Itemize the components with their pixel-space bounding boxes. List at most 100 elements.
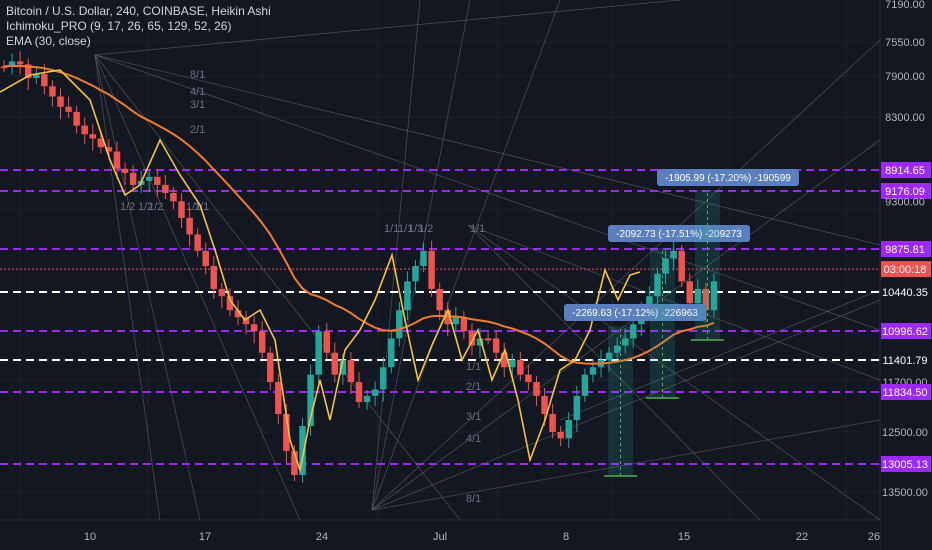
fan-label-8: 1/1	[398, 223, 413, 235]
price-tag-4: 03:00:18	[884, 264, 927, 276]
candle-33	[267, 352, 274, 383]
measurement-label-bg-2	[657, 169, 799, 186]
candle-12	[97, 138, 105, 148]
fan-label-2: 3/1	[190, 99, 205, 111]
fan-label-10: 1/1	[470, 223, 485, 235]
fan-label-5: 1/2	[120, 201, 135, 213]
candle-7	[57, 96, 64, 107]
candle-44	[355, 382, 363, 402]
candle-11	[89, 134, 97, 139]
price-tag-7: 11401.79	[882, 355, 927, 367]
candle-56	[452, 317, 460, 325]
candle-53	[428, 250, 435, 289]
y-tick-3: 8300.00	[885, 112, 925, 124]
price-tag-0: 8914.65	[885, 165, 925, 177]
candle-61	[492, 338, 500, 353]
fan-label-18: 1/1	[194, 201, 209, 213]
candle-6	[49, 86, 56, 97]
fan-label-12: 4/1	[466, 433, 481, 445]
candle-81	[654, 273, 661, 297]
y-tick-4: 12500.00	[882, 427, 928, 439]
measurement-0: -2269.63 (-17.12%) -226963	[564, 304, 706, 477]
candle-38	[307, 374, 314, 426]
candle-29	[234, 310, 242, 318]
candle-83	[670, 250, 677, 259]
candle-87	[702, 288, 710, 311]
fan-label-17: 1/3	[408, 223, 423, 235]
x-tick-1: 17	[199, 531, 211, 543]
candle-4	[33, 74, 40, 79]
candle-85	[686, 281, 693, 304]
fan-label-14: 2/1	[466, 381, 481, 393]
candle-77	[621, 338, 629, 346]
fan-label-6: 1/2	[148, 201, 163, 213]
candle-16	[129, 172, 137, 185]
fan-line-7	[371, 39, 881, 511]
candle-13	[105, 147, 113, 152]
fan-line-2	[94, 54, 301, 521]
candle-2	[16, 61, 24, 65]
candle-37	[299, 425, 306, 476]
price-tag-bg-10	[881, 456, 931, 472]
fan-line-12	[371, 0, 421, 511]
candle-0	[0, 66, 8, 69]
candle-76	[613, 345, 621, 353]
y-tick-5: 13500.00	[882, 487, 928, 499]
fan-line-16	[467, 224, 881, 381]
price-tag-bg-6	[881, 323, 931, 339]
candle-43	[347, 359, 355, 383]
measurement-2: -1905.99 (-17.20%) -190599	[657, 169, 799, 341]
fan-label-3: 2/1	[190, 124, 205, 136]
price-tag-5: 10440.35	[882, 287, 928, 299]
candle-25	[202, 250, 209, 267]
fan-label-9: 1/2	[418, 223, 433, 235]
candle-86	[694, 288, 702, 304]
candle-68	[549, 413, 556, 432]
candle-80	[646, 296, 653, 311]
candle-42	[339, 359, 347, 375]
candle-14	[113, 151, 121, 169]
candle-34	[275, 382, 282, 414]
price-tag-bg-4	[881, 261, 931, 278]
legend-ichimoku[interactable]: Ichimoku_PRO (9, 17, 26, 65, 129, 52, 26…	[6, 19, 232, 33]
fan-line-14	[467, 224, 881, 521]
fan-line-9	[371, 299, 881, 511]
price-tag-bg-1	[881, 183, 931, 199]
candle-35	[283, 413, 290, 452]
time-axis	[0, 520, 880, 550]
price-tag-bg-9	[881, 384, 931, 400]
candle-72	[581, 374, 589, 396]
candle-30	[242, 317, 250, 325]
fan-line-13	[94, 54, 881, 331]
x-tick-6: 22	[796, 531, 808, 543]
price-tag-2: 9300.00	[885, 196, 925, 208]
fan-label-1: 4/1	[190, 86, 205, 98]
measurement-1: -2092.73 (-17.51%) -209273	[608, 225, 750, 399]
candle-57	[460, 317, 468, 332]
candle-48	[388, 338, 395, 368]
measurement-label-bg-0	[564, 304, 706, 321]
candle-41	[331, 352, 339, 375]
x-tick-2: 24	[316, 531, 328, 543]
candle-71	[573, 395, 581, 420]
candle-88	[710, 281, 718, 311]
legend-symbol[interactable]: Bitcoin / U.S. Dollar, 240, COINBASE, He…	[6, 4, 271, 18]
fan-line-17	[559, 289, 881, 421]
candle-50	[404, 281, 411, 311]
legend: Bitcoin / U.S. Dollar, 240, COINBASE, He…	[6, 4, 271, 49]
measurement-label-0: -2269.63 (-17.12%) -226963	[572, 308, 698, 319]
candle-9	[73, 111, 80, 126]
price-tag-bg-3	[881, 241, 931, 257]
legend-ema[interactable]: EMA (30, close)	[6, 34, 91, 48]
fan-line-5	[94, 0, 681, 56]
fan-line-0	[94, 54, 201, 521]
candle-32	[258, 331, 266, 353]
candle-31	[250, 324, 258, 332]
fan-line-1	[94, 54, 161, 521]
candle-65	[525, 374, 532, 383]
candle-69	[557, 432, 564, 439]
gann-fan-lines	[94, 0, 881, 521]
price-tag-9: 11834.50	[882, 387, 927, 399]
